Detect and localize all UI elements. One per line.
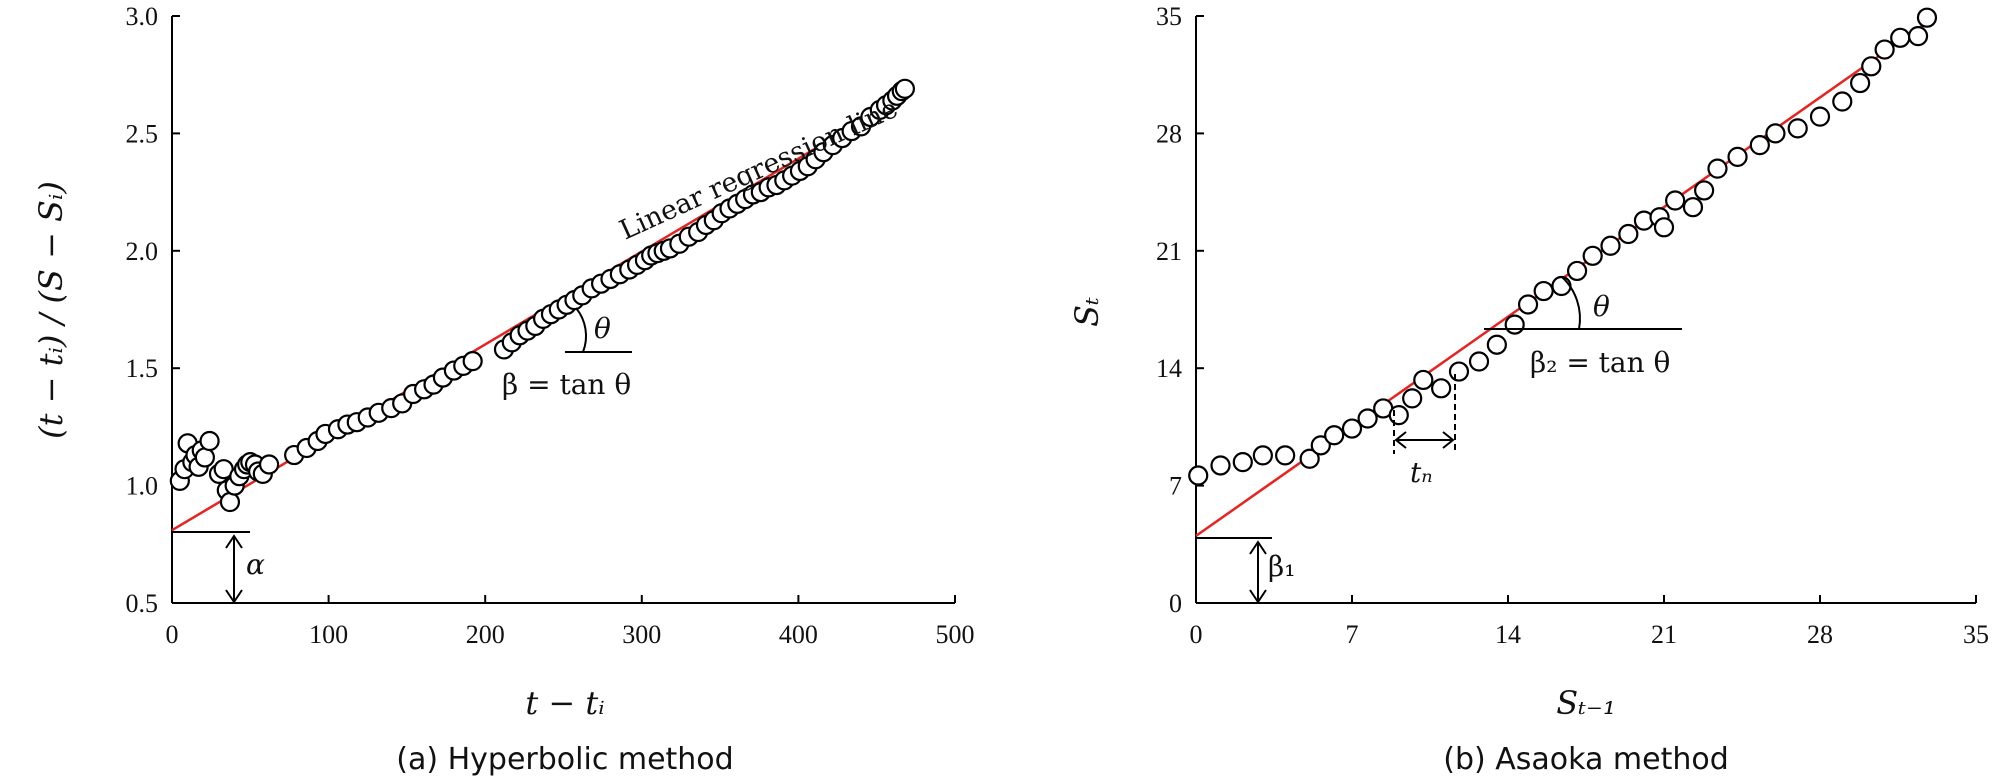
x-tick-label: 100 (309, 620, 348, 649)
data-point-a (462, 351, 483, 372)
y-axis-label-a: (t − tᵢ) / (S − Sᵢ) (32, 181, 70, 439)
x-tick-label: 0 (166, 620, 179, 649)
y-tick-label: 21 (1156, 237, 1182, 266)
hyperbolic-chart: 0 100 200 300 400 500 0.5 1.0 1.5 2.0 2.5 3.0 α θ β… (32, 2, 975, 722)
x-axis-label-b: Sₜ₋₁ (1556, 684, 1616, 722)
data-point-b (1832, 91, 1853, 112)
data-point-b (1341, 418, 1363, 439)
x-tick-label: 300 (622, 620, 661, 649)
data-point-a (894, 78, 915, 99)
y-tick-label: 1.5 (126, 354, 159, 383)
y-tick-label: 14 (1156, 354, 1182, 383)
x-tick-label: 28 (1807, 620, 1833, 649)
data-point-b (1402, 388, 1423, 409)
data-point-a (199, 430, 220, 452)
data-point-b (1727, 146, 1748, 167)
regression-line-label: Linear regression line (615, 93, 902, 246)
beta1-arrow (1249, 540, 1267, 604)
data-point-b (1618, 223, 1639, 245)
data-points-a (169, 78, 915, 513)
data-point-b (1324, 425, 1345, 446)
data-point-a (194, 447, 215, 468)
data-point-b (1252, 445, 1273, 466)
data-point-b (1874, 39, 1895, 60)
data-point-b (1707, 158, 1728, 179)
x-tick-label: 7 (1346, 620, 1359, 649)
data-point-b (1566, 260, 1588, 282)
data-point-b (1682, 197, 1704, 218)
data-point-b (1787, 118, 1808, 139)
y-tick-label: 35 (1156, 2, 1182, 31)
data-point-a (258, 454, 280, 475)
data-point-b (1582, 245, 1603, 266)
x-tick-label: 0 (1190, 620, 1203, 649)
data-point-b (1600, 235, 1621, 256)
data-point-b (1749, 135, 1770, 156)
data-point-b (1809, 106, 1831, 127)
ticks-b: 0 7 14 21 28 35 0 7 14 21 28 35 (1156, 2, 1989, 649)
beta2-label: β₂ = tan θ (1530, 346, 1670, 379)
data-point-b (1310, 435, 1331, 456)
data-point-b (1504, 314, 1525, 335)
data-point-b (1890, 27, 1911, 48)
y-tick-label: 0 (1169, 589, 1182, 618)
data-point-b (1468, 351, 1490, 372)
data-point-b (1694, 180, 1715, 201)
data-point-b (1533, 280, 1554, 302)
theta-label-b: θ (1593, 290, 1610, 323)
alpha-label: α (246, 548, 265, 581)
data-point-b (1907, 26, 1929, 47)
data-point-b (1850, 72, 1871, 94)
tn-arrow (1394, 431, 1455, 449)
data-point-b (1232, 452, 1253, 473)
caption-b: (b) Asaoka method (1443, 742, 1729, 777)
data-point-b (1551, 275, 1572, 297)
theta-arc-b (1561, 276, 1581, 330)
data-point-b (1861, 56, 1882, 77)
tn-label: tₙ (1410, 456, 1433, 489)
data-point-a (219, 491, 241, 513)
data-point-b (1299, 448, 1320, 469)
theta-label-a: θ (594, 312, 611, 345)
data-point-b (1448, 361, 1470, 382)
y-tick-label: 0.5 (126, 589, 159, 618)
y-tick-label: 1.0 (126, 472, 159, 501)
data-point-b (1486, 334, 1507, 355)
caption-a: (a) Hyperbolic method (396, 742, 734, 777)
data-point-b (1916, 7, 1938, 28)
data-point-b (1188, 465, 1209, 486)
data-point-b (1665, 190, 1686, 211)
data-point-b (1413, 369, 1434, 391)
y-axis-label-b: Sₜ (1068, 297, 1106, 327)
x-tick-label: 500 (936, 620, 975, 649)
data-point-b (1275, 445, 1296, 466)
data-points-b (1188, 7, 1938, 486)
y-tick-label: 2.5 (126, 119, 159, 148)
theta-arc-a (575, 307, 588, 353)
data-point-b (1517, 294, 1539, 315)
alpha-arrow (225, 534, 243, 604)
data-point-b (1357, 408, 1378, 429)
x-tick-label: 400 (779, 620, 818, 649)
data-point-b (1388, 405, 1409, 426)
y-tick-label: 28 (1156, 119, 1182, 148)
data-point-b (1765, 123, 1786, 144)
x-tick-label: 21 (1651, 620, 1677, 649)
x-tick-label: 35 (1963, 620, 1989, 649)
x-tick-label: 200 (466, 620, 505, 649)
data-point-b (1653, 217, 1675, 238)
beta-label-a: β = tan θ (502, 368, 631, 401)
x-axis-label-a: t − tᵢ (525, 684, 604, 722)
y-tick-label: 7 (1169, 472, 1182, 501)
y-tick-label: 2.0 (126, 237, 159, 266)
y-tick-label: 3.0 (126, 2, 159, 31)
x-tick-label: 14 (1495, 620, 1521, 649)
data-point-b (1431, 378, 1452, 399)
data-point-b (1210, 455, 1231, 476)
ticks-a: 0 100 200 300 400 500 0.5 1.0 1.5 2.0 2.5 3.0 (126, 2, 975, 649)
beta1-label: β₁ (1268, 550, 1295, 583)
